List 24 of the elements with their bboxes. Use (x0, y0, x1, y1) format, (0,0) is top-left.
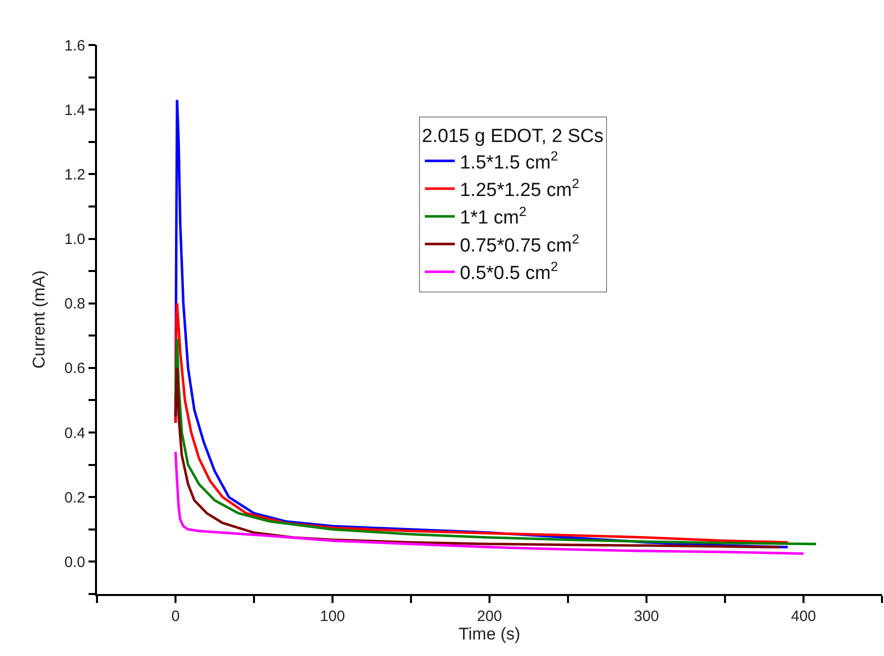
legend-label: 0.75*0.75 cm$^{2}$ (460, 231, 580, 256)
y-tick-label: 1.4 (64, 102, 86, 119)
legend-label: 1.25*1.25 cm$^{2}$ (460, 176, 580, 202)
y-tick-label: 1.0 (64, 231, 86, 248)
y-tick-label: 0.4 (64, 424, 86, 442)
x-tick-label: 400 (790, 608, 816, 625)
x-tick-label: 300 (634, 608, 660, 625)
x-tick-label: 0 (171, 608, 180, 625)
y-tick-label: 0.0 (64, 554, 86, 571)
x-tick-label: 100 (320, 608, 346, 625)
x-tick-label: 200 (476, 608, 502, 625)
y-tick-label: 0.8 (64, 296, 86, 313)
legend-label: 1.5*1.5 cm$^{2}$ (460, 148, 558, 174)
y-tick-label: 0.2 (64, 489, 86, 506)
legend-label: 0.5*0.5 cm$^{2}$ (460, 259, 558, 284)
x-axis-title: Time (s) (458, 624, 520, 644)
y-tick-label: 1.6 (64, 37, 86, 54)
y-tick-label: 1.2 (64, 166, 86, 184)
y-tick-label: 0.6 (64, 360, 86, 378)
line-series (174, 338, 818, 546)
line-series (174, 450, 805, 555)
legend-label: 1*1 cm$^{2}$ (460, 204, 526, 229)
y-axis-title: Current (mA) (29, 270, 48, 369)
legend-title: 2.015 g EDOT, 2 SCs (422, 126, 604, 148)
